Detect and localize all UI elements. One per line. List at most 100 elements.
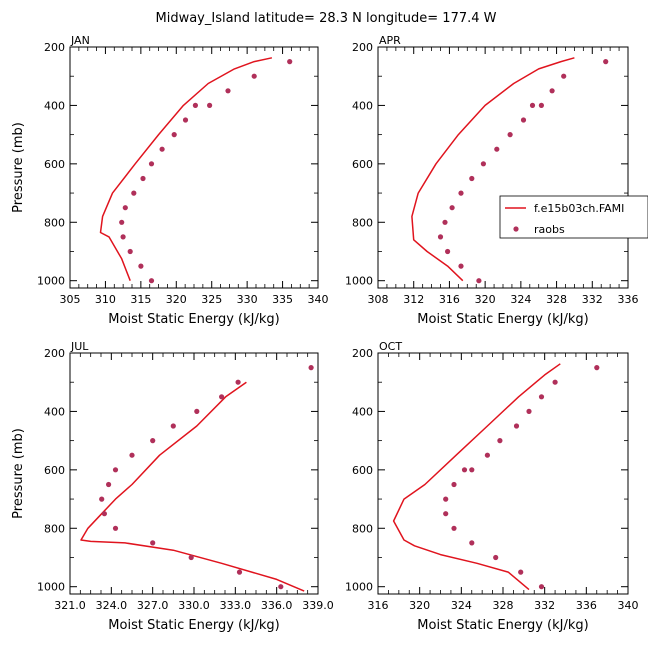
- panel-title: APR: [379, 34, 401, 47]
- x-tick-label: 308: [368, 293, 389, 306]
- obs-point: [538, 102, 545, 108]
- obs-point: [476, 278, 482, 284]
- panel-jan: JAN 305 310 315 320 325 330 335 340 200 400 600 800 1…: [11, 34, 329, 327]
- plot-frame: [377, 352, 629, 595]
- plot-frame: [69, 352, 319, 595]
- y-axis-label: Pressure (mb): [11, 122, 26, 213]
- obs-point: [236, 569, 243, 575]
- obs-point: [552, 379, 558, 385]
- x-tick-label: 340: [308, 293, 329, 306]
- x-tick-label: 312: [403, 293, 424, 306]
- obs-point: [171, 132, 177, 138]
- obs-point: [170, 423, 176, 429]
- legend-model-label: f.e15b03ch.FAMI: [534, 202, 624, 215]
- x-tick-label: 336.0: [261, 599, 293, 612]
- obs-point: [251, 73, 257, 79]
- obs-point: [148, 161, 155, 167]
- legend-obs-swatch: [513, 226, 519, 232]
- obs-point: [148, 278, 155, 284]
- obs-point: [507, 132, 513, 138]
- x-tick-label: 327.0: [137, 599, 169, 612]
- x-tick-label: 320: [475, 293, 496, 306]
- obs-point: [442, 219, 448, 225]
- obs-point: [443, 496, 449, 502]
- obs-point: [458, 190, 464, 196]
- y-tick-label: 200: [352, 41, 373, 54]
- obs-point: [101, 511, 107, 517]
- y-tick-label: 800: [44, 216, 65, 229]
- obs-point: [287, 59, 293, 65]
- panel-oct: OCT 316 320 324 328 332 336 340 200 400 600 800 1000…: [345, 340, 639, 633]
- plot-frame: [69, 46, 319, 289]
- y-tick-label: 200: [44, 41, 65, 54]
- obs-point: [182, 117, 189, 123]
- x-axis-label: Moist Static Energy (kJ/kg): [417, 312, 588, 327]
- x-axis-label: Moist Static Energy (kJ/kg): [108, 618, 279, 633]
- obs-point: [112, 467, 119, 473]
- obs-point: [437, 234, 444, 240]
- y-tick-label: 800: [352, 216, 373, 229]
- obs-point: [308, 365, 314, 371]
- obs-point: [538, 394, 545, 400]
- x-tick-label: 335: [272, 293, 293, 306]
- x-tick-label: 336: [618, 293, 639, 306]
- obs-point: [106, 481, 112, 488]
- x-tick-label: 324.0: [96, 599, 128, 612]
- obs-point: [469, 540, 475, 546]
- obs-point: [219, 394, 225, 400]
- obs-point: [150, 540, 156, 546]
- series-line-model: [392, 363, 561, 591]
- x-tick-label: 324: [451, 599, 472, 612]
- panel-jul: JUL 321.0 324.0 327.0 330.0 333.0 336.0 339.0 20…: [11, 340, 334, 633]
- obs-point: [494, 146, 500, 152]
- x-tick-label: 321.0: [54, 599, 86, 612]
- obs-point: [449, 205, 455, 211]
- x-tick-label: 324: [510, 293, 531, 306]
- x-tick-label: 330.0: [178, 599, 210, 612]
- panel-title: OCT: [379, 340, 402, 353]
- obs-point: [192, 102, 198, 108]
- y-tick-label: 400: [44, 405, 65, 418]
- x-tick-label: 328: [546, 293, 567, 306]
- obs-point: [188, 554, 194, 561]
- obs-point: [235, 379, 241, 385]
- x-tick-label: 333.0: [220, 599, 252, 612]
- y-tick-label: 800: [352, 522, 373, 535]
- x-tick-label: 330: [237, 293, 258, 306]
- obs-point: [129, 452, 135, 458]
- y-tick-label: 1000: [37, 581, 65, 594]
- plot-frame: [377, 46, 629, 289]
- x-tick-label: 332: [534, 599, 555, 612]
- obs-point: [159, 146, 165, 152]
- obs-point: [538, 584, 545, 590]
- obs-point: [150, 438, 156, 444]
- legend-obs-label: raobs: [534, 223, 565, 236]
- obs-point: [469, 467, 475, 473]
- x-tick-label: 320: [166, 293, 187, 306]
- y-tick-label: 1000: [345, 275, 373, 288]
- obs-point: [112, 525, 119, 531]
- x-tick-label: 325: [201, 293, 222, 306]
- x-tick-label: 336: [576, 599, 597, 612]
- x-tick-label: 328: [493, 599, 514, 612]
- series-line-model: [411, 57, 575, 282]
- y-tick-label: 600: [352, 158, 373, 171]
- x-tick-label: 315: [130, 293, 151, 306]
- obs-point: [451, 481, 457, 488]
- y-tick-label: 1000: [345, 581, 373, 594]
- obs-point: [458, 263, 464, 269]
- obs-point: [529, 102, 536, 108]
- obs-point: [561, 73, 567, 79]
- series-line-model: [80, 381, 305, 592]
- obs-point: [131, 190, 137, 196]
- obs-point: [122, 205, 128, 211]
- x-tick-label: 320: [409, 599, 430, 612]
- obs-point: [207, 102, 213, 108]
- series-line-model: [99, 57, 273, 281]
- x-tick-label: 316: [439, 293, 460, 306]
- x-tick-label: 339.0: [302, 599, 334, 612]
- obs-point: [278, 584, 284, 590]
- y-tick-label: 200: [352, 347, 373, 360]
- y-tick-label: 400: [44, 99, 65, 112]
